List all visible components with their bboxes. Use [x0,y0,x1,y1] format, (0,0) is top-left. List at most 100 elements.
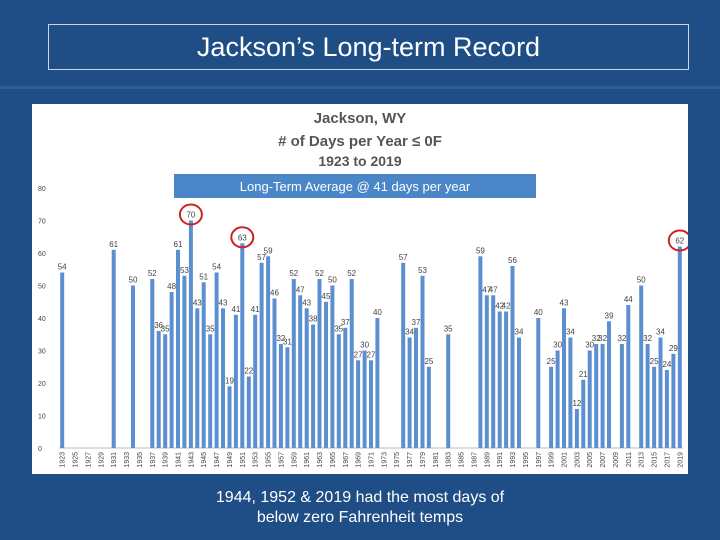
bar [581,379,586,449]
y-tick-label: 20 [38,381,46,388]
data-label: 43 [193,298,202,307]
data-label: 34 [405,328,414,337]
bar [562,308,566,449]
x-tick-label: 1945 [201,452,208,468]
y-tick-label: 80 [38,186,46,193]
caption-line-1: 1944, 1952 & 2019 had the most days of [215,489,505,506]
bar [169,292,174,448]
x-tick-label: 1967 [343,452,350,468]
x-tick-label: 1949 [227,452,234,468]
bar [658,337,663,448]
data-label: 30 [360,341,369,350]
data-label: 32 [617,334,626,343]
data-label: 46 [270,289,279,298]
x-tick-label: 1991 [497,452,504,468]
data-label: 35 [161,324,170,333]
bar [266,256,271,449]
bar [291,279,296,448]
data-label: 12 [572,399,581,408]
data-label: 43 [219,298,228,307]
y-tick-label: 50 [38,284,46,291]
data-label: 47 [482,285,491,294]
slide-caption: 1944, 1952 & 2019 had the most days of b… [0,488,720,528]
bar [285,347,290,449]
data-label: 56 [508,256,517,265]
data-label: 50 [328,276,337,285]
y-tick-label: 30 [38,349,46,356]
data-label: 50 [637,276,646,285]
data-label: 59 [476,246,485,255]
data-label: 35 [206,324,215,333]
x-tick-label: 1959 [291,452,298,468]
bar [677,246,682,448]
x-tick-label: 1943 [188,452,195,468]
data-label: 39 [605,311,614,320]
slide-title-box: Jackson’s Long-term Record [48,24,689,70]
bar [607,321,611,449]
x-tick-label: 1947 [214,452,221,468]
bar [356,360,361,449]
x-tick-label: 1971 [369,452,376,468]
x-tick-label: 2013 [639,452,646,468]
bar-chart: Jackson, WY # of Days per Year ≤ 0F 1923 t… [38,110,688,468]
highlight-circle [230,226,255,249]
data-label: 40 [373,308,382,317]
x-tick-label: 1981 [433,452,440,468]
x-tick-label: 2007 [600,452,607,468]
y-tick-label: 70 [38,219,46,226]
x-tick-label: 1961 [304,452,311,468]
data-label: 40 [534,308,543,317]
bar [150,279,155,448]
data-label: 51 [199,272,208,281]
x-tick-label: 1989 [484,452,491,468]
x-tick-label: 1955 [266,452,273,468]
data-label: 27 [354,350,363,359]
x-tick-label: 1975 [394,452,401,468]
bar [645,344,650,448]
bar [131,285,135,448]
bar [188,220,193,448]
bar [324,301,328,449]
bar [536,318,541,448]
x-tick-label: 1999 [549,452,556,468]
y-tick-label: 10 [38,414,46,421]
y-tick-label: 40 [38,316,46,323]
bar [311,324,316,448]
data-label: 47 [296,285,305,294]
x-tick-label: 2015 [652,452,659,468]
bar [549,366,554,449]
bar [176,249,180,449]
data-label: 52 [148,269,157,278]
bar [375,318,380,448]
data-label: 45 [322,292,331,301]
highlight-circle [178,203,203,226]
x-tick-label: 1933 [124,452,131,468]
bar [594,344,599,448]
data-label: 21 [579,370,588,379]
data-label: 54 [58,263,67,272]
data-label: 41 [231,305,240,314]
bar [574,409,579,448]
bar [208,334,213,449]
data-label: 24 [662,360,671,369]
data-label: 19 [225,376,234,385]
x-tick-label: 1997 [536,452,543,468]
chart-title-line: 1923 to 2019 [318,153,401,169]
bar [221,308,225,449]
x-tick-label: 1965 [330,452,337,468]
x-tick-label: 1987 [471,452,478,468]
data-label: 27 [367,350,376,359]
x-tick-label: 1929 [98,452,105,468]
x-tick-label: 1979 [420,452,427,468]
data-label: 36 [154,321,163,330]
data-label: 29 [669,344,678,353]
x-tick-label: 1935 [137,452,144,468]
x-tick-label: 1957 [278,452,285,468]
data-label: 34 [515,328,524,337]
data-label: 61 [109,240,118,249]
x-tick-label: 1963 [317,452,324,468]
data-label: 47 [489,285,498,294]
x-tick-label: 1953 [253,452,260,468]
data-label: 70 [186,211,195,220]
chart-panel: Jackson, WY # of Days per Year ≤ 0F 1923 t… [32,104,688,474]
